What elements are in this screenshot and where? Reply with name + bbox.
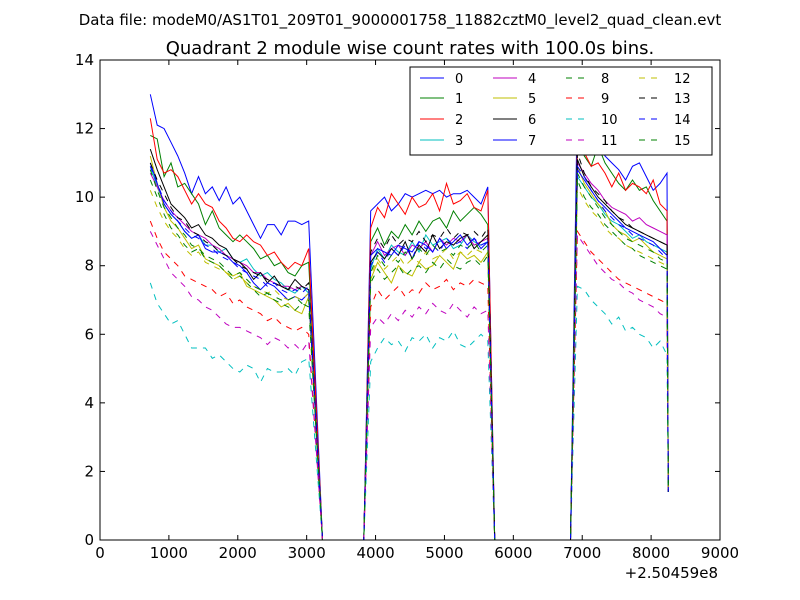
legend-label-13: 13 xyxy=(674,92,691,107)
y-tick-label: 10 xyxy=(75,188,94,206)
legend-label-0: 0 xyxy=(455,72,463,87)
y-tick-label: 8 xyxy=(84,257,94,275)
series-layer xyxy=(150,94,668,540)
series-line-0 xyxy=(150,94,668,540)
legend-label-3: 3 xyxy=(455,134,463,149)
x-tick-label: 2000 xyxy=(219,544,257,562)
x-tick-label: 7000 xyxy=(563,544,601,562)
chart-title: Quadrant 2 module wise count rates with … xyxy=(166,38,655,59)
y-tick-label: 14 xyxy=(75,51,94,69)
y-tick-label: 2 xyxy=(84,462,94,480)
series-line-5 xyxy=(150,156,668,540)
legend-label-1: 1 xyxy=(455,92,463,107)
y-tick-label: 6 xyxy=(84,325,94,343)
legend-label-11: 11 xyxy=(601,134,618,149)
x-tick-label: 0 xyxy=(95,544,105,562)
legend-label-15: 15 xyxy=(674,134,691,149)
x-tick-label: 9000 xyxy=(701,544,739,562)
series-line-8 xyxy=(150,180,668,540)
series-line-10 xyxy=(150,283,668,540)
series-line-14 xyxy=(150,166,668,540)
legend-label-12: 12 xyxy=(674,72,691,87)
x-tick-label: 4000 xyxy=(356,544,394,562)
series-line-4 xyxy=(150,163,668,540)
x-tick-label: 1000 xyxy=(150,544,188,562)
x-tick-label: 5000 xyxy=(425,544,463,562)
legend-label-4: 4 xyxy=(528,72,536,87)
series-line-11 xyxy=(150,231,668,540)
series-line-9 xyxy=(150,221,668,540)
figure-suptitle: Data file: modeM0/AS1T01_209T01_90000017… xyxy=(79,11,722,30)
series-line-6 xyxy=(150,149,668,540)
legend-label-14: 14 xyxy=(674,113,691,128)
x-offset-label: +2.50459e8 xyxy=(625,564,718,582)
legend-label-2: 2 xyxy=(455,113,463,128)
legend-label-6: 6 xyxy=(528,113,536,128)
series-line-7 xyxy=(150,163,668,540)
series-line-15 xyxy=(150,170,668,540)
x-tick-label: 8000 xyxy=(632,544,670,562)
x-tick-label: 3000 xyxy=(288,544,326,562)
series-line-2 xyxy=(150,118,668,540)
y-tick-label: 12 xyxy=(75,120,94,138)
series-line-3 xyxy=(150,166,668,540)
series-line-13 xyxy=(150,153,668,540)
legend-label-9: 9 xyxy=(601,92,609,107)
legend-label-8: 8 xyxy=(601,72,609,87)
legend-label-10: 10 xyxy=(601,113,618,128)
x-tick-label: 6000 xyxy=(494,544,532,562)
y-tick-label: 4 xyxy=(84,394,94,412)
legend-label-7: 7 xyxy=(528,134,536,149)
legend-label-5: 5 xyxy=(528,92,536,107)
y-tick-label: 0 xyxy=(84,531,94,549)
